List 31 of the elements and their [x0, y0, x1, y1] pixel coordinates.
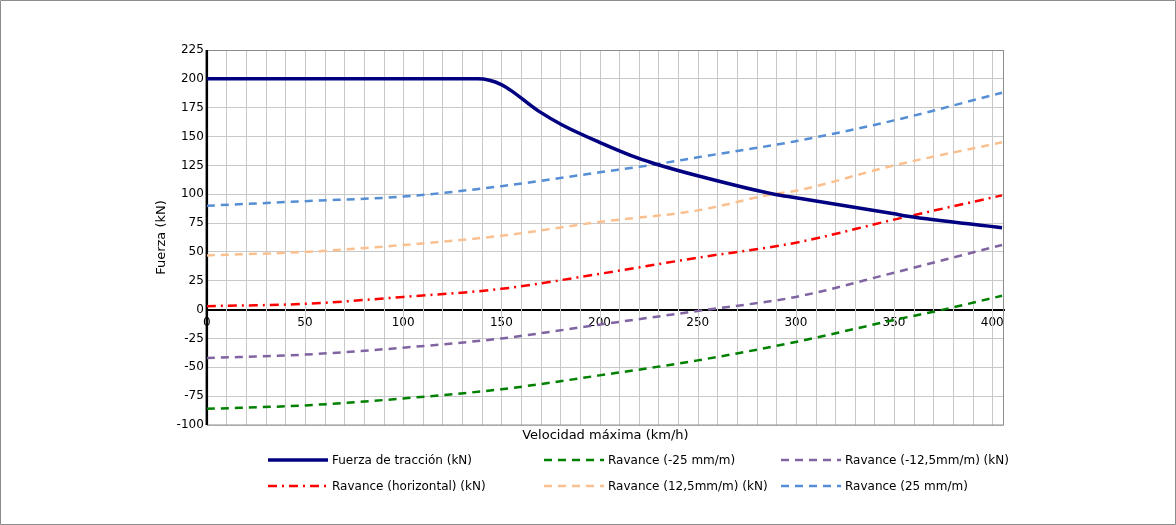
legend-label: Fuerza de tracción (kN): [332, 453, 473, 467]
x-tick-label: 50: [297, 314, 313, 329]
y-tick-label: 125: [180, 157, 204, 172]
y-tick-label: 175: [180, 99, 204, 114]
legend-label: Ravance (-25 mm/m): [608, 453, 736, 467]
legend-label: Ravance (25 mm/m): [845, 479, 968, 493]
x-tick-label: 150: [489, 314, 513, 329]
legend-label: Ravance (horizontal) (kN): [332, 479, 486, 493]
y-tick-label: 150: [180, 128, 204, 143]
y-tick-label: 75: [188, 215, 204, 230]
y-tick-label: 50: [188, 244, 204, 259]
line-series: [206, 141, 1004, 257]
y-tick-label: -25: [184, 330, 204, 345]
y-tick-label: -75: [184, 388, 204, 403]
legend-label: Ravance (-12,5mm/m) (kN): [845, 453, 1009, 467]
y-tick-label: 0: [196, 301, 204, 316]
x-tick-label: 400: [980, 314, 1004, 329]
line-series: [206, 77, 1004, 230]
line-series: [206, 91, 1004, 208]
y-tick-label: 100: [180, 186, 204, 201]
y-tick-label: 225: [180, 42, 204, 57]
y-tick-label: 200: [180, 70, 204, 85]
y-tick-label: -100: [176, 417, 204, 432]
x-tick-label: 100: [391, 314, 415, 329]
y-tick-label: 25: [188, 272, 204, 287]
y-tick-label: -50: [184, 359, 204, 374]
x-tick-label: 300: [784, 314, 808, 329]
y-axis-title: Fuerza (kN): [153, 200, 169, 275]
x-axis-title: Velocidad máxima (km/h): [522, 426, 689, 442]
legend-label: Ravance (12,5mm/m) (kN): [608, 479, 768, 493]
line-series: [206, 194, 1004, 308]
